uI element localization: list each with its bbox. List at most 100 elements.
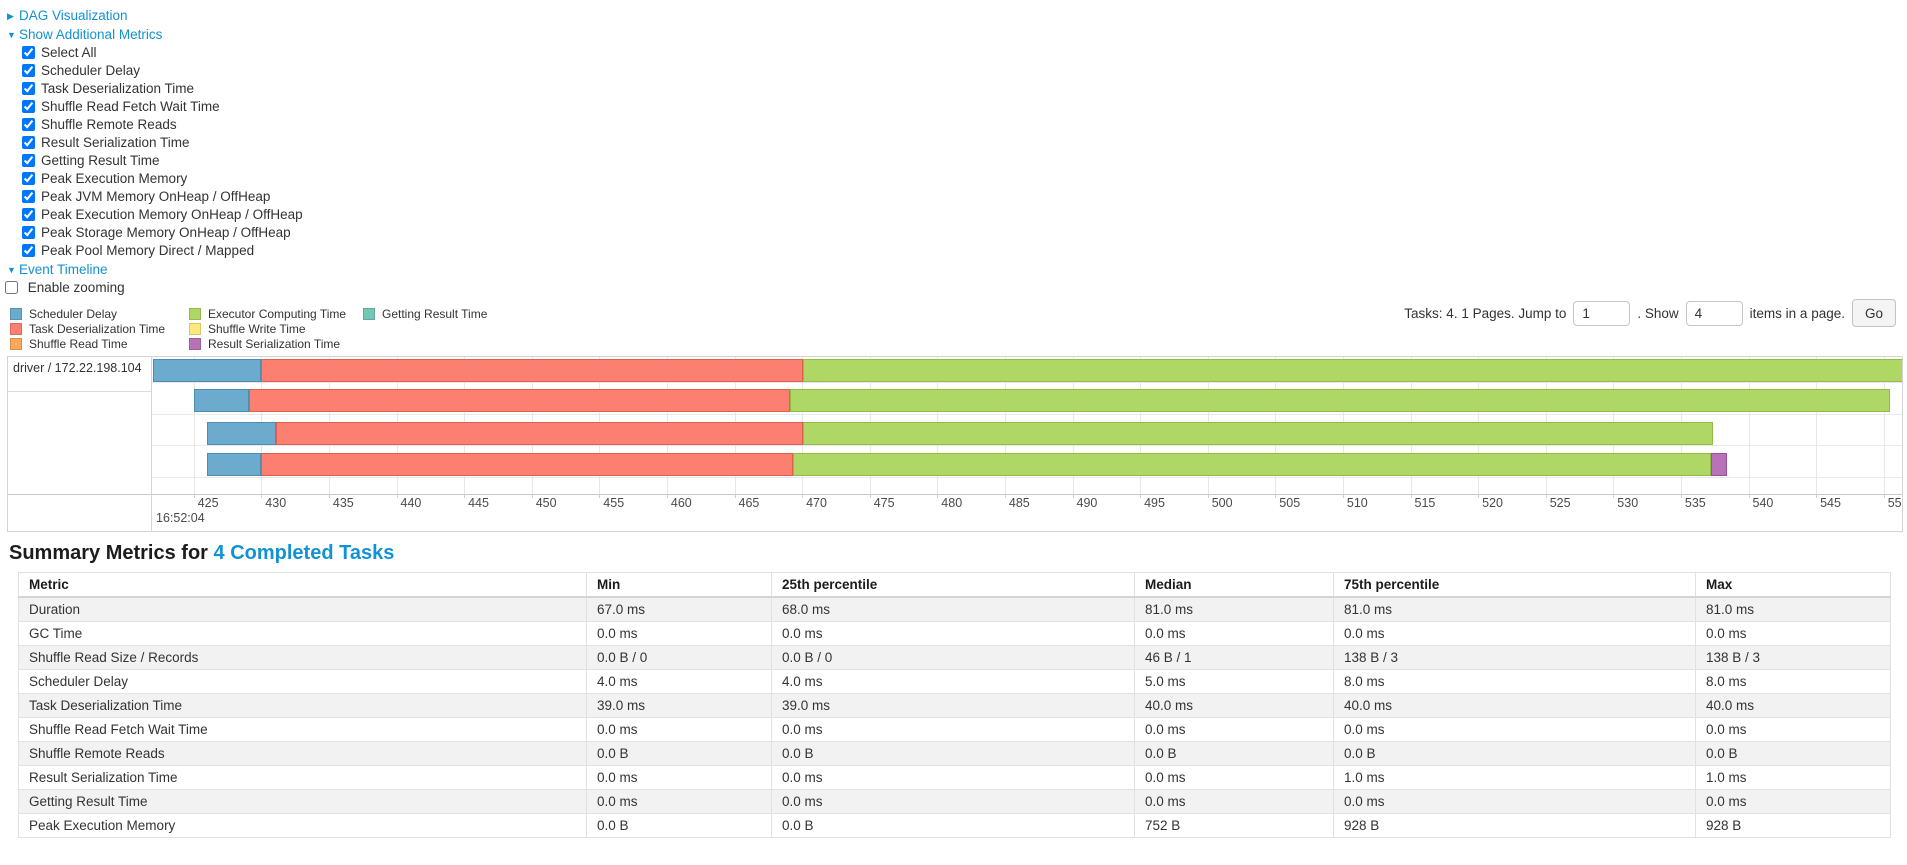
enable-zooming-checkbox[interactable] [5, 281, 18, 294]
metric-option-getting-result-time[interactable]: Getting Result Time [22, 152, 303, 170]
checkbox[interactable] [22, 226, 35, 239]
metric-value-cell: 0.0 ms [771, 789, 1135, 814]
executor-group-label: driver / 172.22.198.104 [13, 361, 142, 375]
metric-option-shuffle-read-fetch-wait-time[interactable]: Shuffle Read Fetch Wait Time [22, 98, 303, 116]
divider [8, 391, 151, 392]
legend-item-result-serialization-time: Result Serialization Time [189, 337, 363, 352]
tick-mark [1883, 494, 1885, 498]
gridline [193, 357, 195, 494]
metric-option-peak-pool-memory-direct-mapped[interactable]: Peak Pool Memory Direct / Mapped [22, 242, 303, 260]
tick-mark [1680, 494, 1682, 498]
task-2-segment-task-deserialization[interactable] [249, 389, 790, 413]
metric-option-peak-jvm-memory-onheap-offheap[interactable]: Peak JVM Memory OnHeap / OffHeap [22, 188, 303, 206]
task-4-segment-task-deserialization[interactable] [261, 453, 793, 477]
summary-metrics-heading: Summary Metrics for 4 Completed Tasks [9, 542, 394, 565]
metric-option-scheduler-delay[interactable]: Scheduler Delay [22, 62, 303, 80]
enable-zooming-label: Enable zooming [27, 280, 125, 295]
metric-option-result-serialization-time[interactable]: Result Serialization Time [22, 134, 303, 152]
metric-option-peak-execution-memory-onheap-offheap[interactable]: Peak Execution Memory OnHeap / OffHeap [22, 206, 303, 224]
metric-option-select-all[interactable]: Select All [22, 44, 303, 62]
tick-mark [1072, 494, 1074, 498]
checkbox[interactable] [22, 46, 35, 59]
checkbox[interactable] [22, 100, 35, 113]
legend-item-getting-result-time: Getting Result Time [363, 307, 487, 322]
column-header-metric: Metric [18, 572, 587, 598]
metric-name-cell: Task Deserialization Time [18, 693, 587, 718]
metric-value-cell: 5.0 ms [1134, 669, 1334, 694]
items-per-page-input[interactable] [1685, 300, 1743, 326]
legend-item-executor-computing-time: Executor Computing Time [189, 307, 363, 322]
legend-swatch-icon [10, 308, 22, 321]
legend-swatch-icon [189, 323, 201, 336]
checkbox[interactable] [22, 172, 35, 185]
task-3-segment-executor-computing[interactable] [803, 421, 1714, 445]
metric-value-cell: 68.0 ms [771, 596, 1135, 622]
task-3-segment-task-deserialization[interactable] [276, 421, 804, 445]
legend-column: Getting Result Time [363, 307, 487, 351]
axis-tick-label: 545 [1820, 496, 1841, 510]
legend-label: Executor Computing Time [208, 307, 347, 322]
dag-visualization-link[interactable]: DAG Visualization [19, 8, 128, 23]
show-additional-metrics-toggle[interactable]: ▼ Show Additional Metrics [7, 25, 303, 44]
legend-swatch-icon [189, 308, 201, 321]
axis-tick-label: 490 [1076, 496, 1098, 510]
legend-label: Shuffle Write Time [208, 322, 306, 337]
checkbox[interactable] [22, 64, 35, 77]
checkbox[interactable] [22, 244, 35, 257]
legend-label: Scheduler Delay [29, 307, 118, 322]
metric-value-cell: 0.0 B [771, 813, 1135, 838]
task-4-segment-result-serialization[interactable] [1710, 453, 1727, 477]
dag-visualization-toggle[interactable]: ▶ DAG Visualization [7, 6, 303, 25]
axis-tick-label: 500 [1211, 496, 1233, 510]
axis-tick-label: 515 [1414, 496, 1436, 510]
legend-swatch-icon [189, 337, 201, 350]
axis-tick-label: 430 [265, 496, 287, 510]
axis-tick-label: 465 [738, 496, 760, 510]
legend-swatch-icon [363, 308, 375, 321]
metric-value-cell: 0.0 B [1134, 741, 1334, 766]
tick-mark [1342, 494, 1344, 498]
checkbox[interactable] [22, 154, 35, 167]
axis-tick-label: 460 [670, 496, 692, 510]
checkbox[interactable] [22, 190, 35, 203]
checkbox[interactable] [22, 208, 35, 221]
task-1-segment-scheduler-delay[interactable] [153, 358, 262, 382]
metric-name-cell: Result Serialization Time [18, 765, 587, 790]
table-row-scheduler-delay: Scheduler Delay 4.0 ms 4.0 ms 5.0 ms 8.0 ms 8… [18, 669, 1891, 694]
metric-option-shuffle-remote-reads[interactable]: Shuffle Remote Reads [22, 116, 303, 134]
metric-value-cell: 0.0 ms [1333, 621, 1696, 646]
checkbox[interactable] [22, 118, 35, 131]
metric-option-label: Result Serialization Time [41, 135, 190, 150]
metric-value-cell: 0.0 ms [1134, 789, 1334, 814]
checkbox[interactable] [22, 82, 35, 95]
completed-tasks-link[interactable]: 4 Completed Tasks [213, 542, 395, 564]
task-2-segment-executor-computing[interactable] [789, 389, 1891, 413]
metric-value-cell: 0.0 B [771, 741, 1135, 766]
jump-to-page-input[interactable] [1573, 300, 1631, 326]
table-row-shuffle-remote-reads: Shuffle Remote Reads 0.0 B 0.0 B 0.0 B 0.0 B… [18, 741, 1891, 766]
task-4-segment-executor-computing[interactable] [792, 453, 1711, 477]
task-1-segment-task-deserialization[interactable] [261, 358, 804, 382]
enable-zooming-row[interactable]: Enable zooming [5, 279, 303, 297]
show-additional-metrics-link[interactable]: Show Additional Metrics [19, 27, 163, 42]
metric-option-task-deserialization-time[interactable]: Task Deserialization Time [22, 80, 303, 98]
axis-tick-label: 425 [197, 496, 219, 510]
metric-value-cell: 40.0 ms [1695, 693, 1891, 718]
go-button[interactable]: Go [1851, 299, 1896, 327]
event-timeline-link[interactable]: Event Timeline [19, 262, 108, 277]
task-4-segment-scheduler-delay[interactable] [207, 453, 262, 477]
metric-option-peak-storage-memory-onheap-offheap[interactable]: Peak Storage Memory OnHeap / OffHeap [22, 224, 303, 242]
task-2-segment-scheduler-delay[interactable] [193, 389, 250, 413]
pagination-mid-text: . Show [1637, 305, 1679, 321]
task-1-segment-executor-computing[interactable] [803, 358, 1902, 382]
checkbox[interactable] [22, 136, 35, 149]
event-timeline-toggle[interactable]: ▼ Event Timeline [7, 260, 303, 279]
table-row-getting-result-time: Getting Result Time 0.0 ms 0.0 ms 0.0 ms 0.0… [18, 789, 1891, 814]
task-3-segment-scheduler-delay[interactable] [207, 421, 277, 445]
table-row-task-deserialization-time: Task Deserialization Time 39.0 ms 39.0 ms 4… [18, 693, 1891, 718]
metric-value-cell: 1.0 ms [1333, 765, 1696, 790]
metric-value-cell: 0.0 ms [771, 621, 1135, 646]
axis-tick-label: 440 [400, 496, 422, 510]
metric-option-peak-execution-memory[interactable]: Peak Execution Memory [22, 170, 303, 188]
metric-value-cell: 0.0 B / 0 [586, 645, 772, 670]
